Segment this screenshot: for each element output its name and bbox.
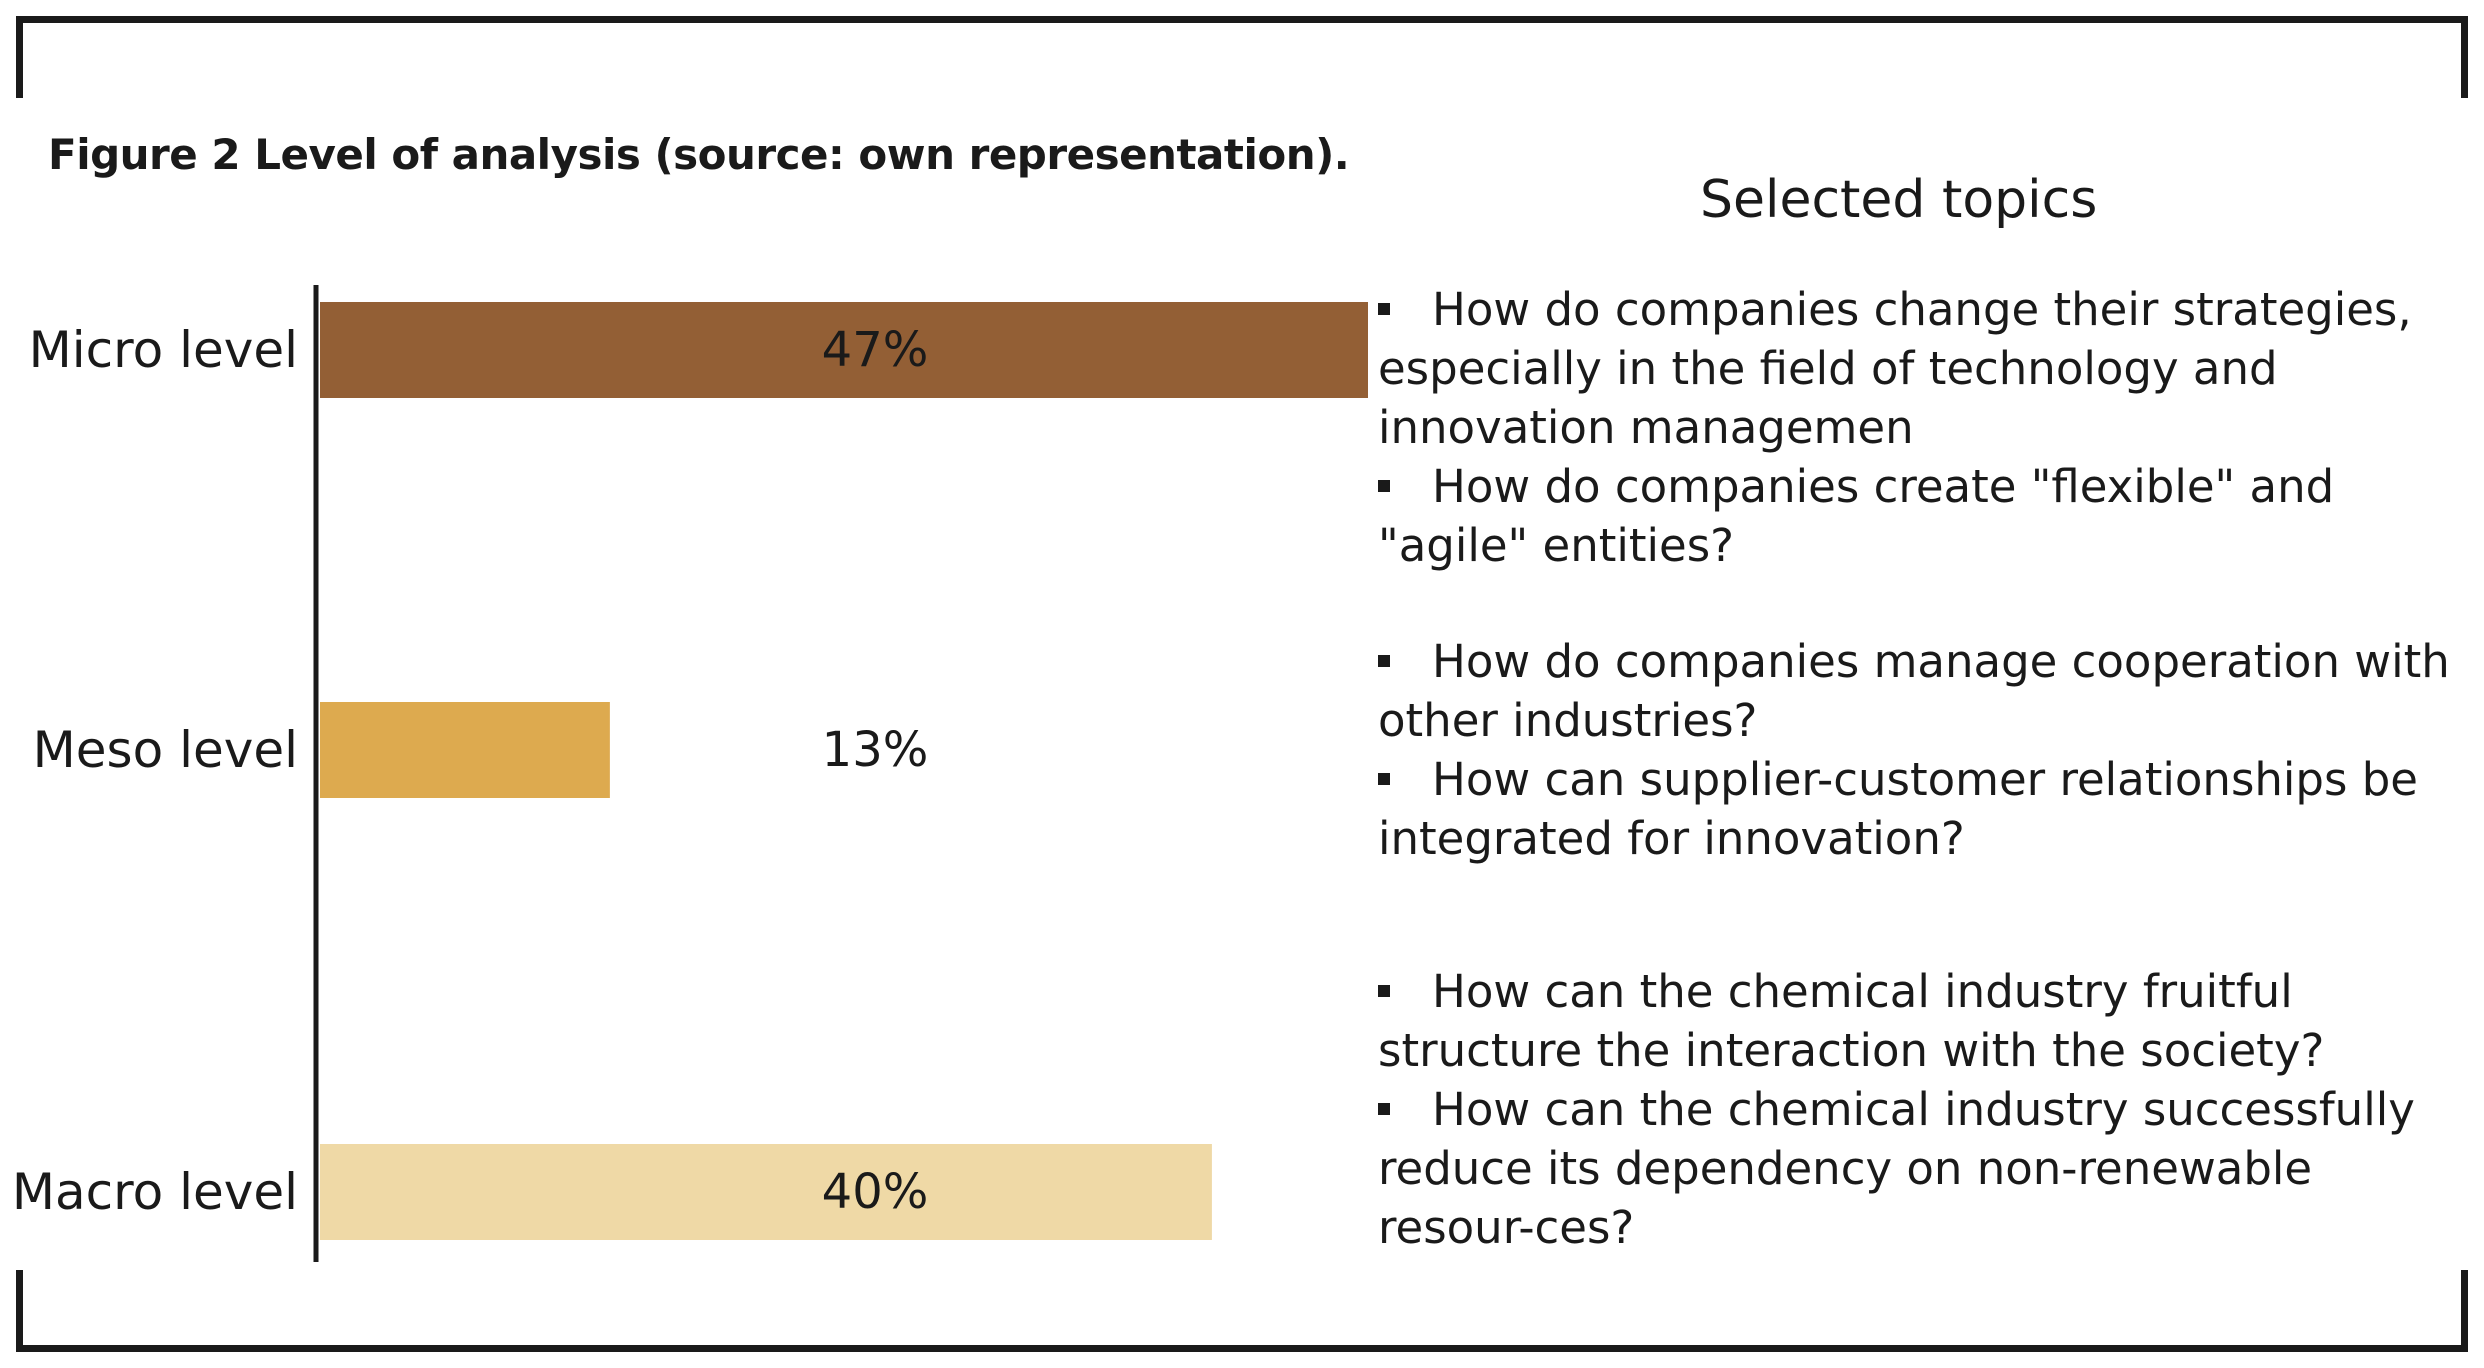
topics-heading: Selected topics bbox=[1700, 170, 2098, 230]
topic-item: How can the chemical industry fruitful s… bbox=[1378, 965, 2325, 1077]
bullet-icon bbox=[1378, 985, 1390, 997]
frame-bottom-right-tick bbox=[2461, 1270, 2468, 1352]
bar-macro-level bbox=[320, 1144, 1212, 1240]
bar-micro-level bbox=[320, 302, 1368, 398]
data-label: 47% bbox=[822, 322, 929, 378]
figure-caption: Figure 2 Level of analysis (source: own … bbox=[48, 130, 1350, 179]
frame-top-right-tick bbox=[2461, 16, 2468, 98]
category-label: Macro level bbox=[12, 1163, 298, 1221]
bullet-icon bbox=[1378, 1103, 1390, 1115]
bullet-icon bbox=[1378, 655, 1390, 667]
bar-meso-level bbox=[320, 702, 610, 798]
frame-top-left-tick bbox=[16, 16, 23, 98]
data-label: 40% bbox=[822, 1164, 929, 1220]
topic-item: How do companies manage cooperation with… bbox=[1378, 635, 2450, 747]
topic-item: How can the chemical industry successful… bbox=[1378, 1083, 2415, 1254]
bullet-icon bbox=[1378, 480, 1390, 492]
data-label: 13% bbox=[822, 722, 929, 778]
bullet-icon bbox=[1378, 303, 1390, 315]
category-label: Meso level bbox=[33, 721, 298, 779]
frame-top-border bbox=[16, 16, 2468, 23]
frame-bottom-border bbox=[16, 1345, 2468, 1352]
topic-item: How do companies create "flexible" and "… bbox=[1378, 460, 2335, 572]
topic-group-micro: How do companies change their strategies… bbox=[1378, 280, 2468, 575]
topic-group-meso: How do companies manage cooperation with… bbox=[1378, 632, 2468, 868]
category-label: Micro level bbox=[29, 321, 298, 379]
topic-group-macro: How can the chemical industry fruitful s… bbox=[1378, 962, 2468, 1257]
frame-bottom-left-tick bbox=[16, 1270, 23, 1352]
topic-item: How can supplier-customer relationships … bbox=[1378, 753, 2418, 865]
topic-item: How do companies change their strategies… bbox=[1378, 283, 2412, 454]
bullet-icon bbox=[1378, 773, 1390, 785]
